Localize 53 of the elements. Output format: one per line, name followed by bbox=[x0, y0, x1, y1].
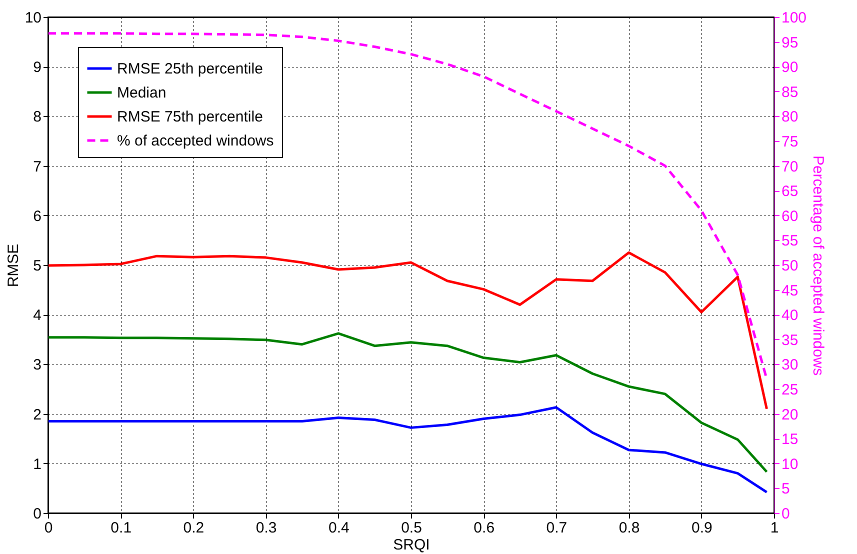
legend-label: RMSE 25th percentile bbox=[117, 60, 263, 78]
x-tick-label: 0.4 bbox=[328, 520, 350, 536]
y2-tick-label: 95 bbox=[782, 34, 798, 52]
y2-tick-label: 50 bbox=[782, 258, 798, 274]
y2-tick-label: 15 bbox=[782, 431, 798, 448]
y2-tick-label: 100 bbox=[782, 10, 807, 26]
x-axis-title: SRQI bbox=[393, 536, 430, 554]
x-tick-label: 0.7 bbox=[546, 520, 568, 536]
y-tick-label: 5 bbox=[33, 258, 42, 274]
y2-tick-label: 20 bbox=[782, 406, 798, 424]
line-series bbox=[46, 406, 768, 494]
y-tick-label: 10 bbox=[24, 10, 42, 26]
legend-label: Median bbox=[117, 84, 166, 102]
y2-tick-label: 65 bbox=[782, 183, 798, 200]
y2-tick-label: 5 bbox=[782, 480, 790, 498]
x-tick-label: 0.6 bbox=[474, 520, 495, 536]
y2-tick-label: 70 bbox=[782, 158, 798, 176]
legend-label: % of accepted windows bbox=[117, 132, 274, 150]
legend-label: RMSE 75th percentile bbox=[117, 108, 263, 126]
y2-tick-label: 0 bbox=[782, 506, 790, 522]
y2-tick-label: 75 bbox=[782, 134, 798, 150]
x-tick-label: 0.5 bbox=[401, 520, 422, 536]
y2-tick-label: 10 bbox=[782, 456, 798, 473]
y2-tick-label: 55 bbox=[782, 232, 798, 250]
x-tick-label: 1 bbox=[770, 520, 779, 536]
y2-tick-label: 25 bbox=[782, 382, 798, 398]
x-tick-label: 0 bbox=[44, 520, 53, 536]
line-series bbox=[46, 251, 768, 410]
y-tick-label: 1 bbox=[33, 456, 42, 473]
y2-tick-label: 35 bbox=[782, 332, 798, 349]
x-tick-label: 0.2 bbox=[183, 520, 204, 536]
y-tick-label: 4 bbox=[33, 307, 42, 324]
y2-tick-label: 85 bbox=[782, 84, 798, 101]
y2-tick-label: 60 bbox=[782, 208, 798, 225]
y2-tick-label: 80 bbox=[782, 108, 798, 126]
y-tick-label: 0 bbox=[33, 506, 42, 522]
y-tick-label: 3 bbox=[33, 356, 42, 374]
x-tick-label: 0.1 bbox=[110, 520, 132, 536]
y2-tick-label: 30 bbox=[782, 356, 798, 374]
y-tick-label: 2 bbox=[33, 406, 42, 424]
y2-axis-title: Percentage of accepted windows bbox=[810, 155, 827, 376]
x-tick-label: 0.8 bbox=[618, 520, 640, 536]
y2-tick-label: 90 bbox=[782, 59, 798, 76]
y-tick-label: 6 bbox=[33, 208, 42, 225]
y2-tick-label: 40 bbox=[782, 307, 798, 324]
line-series bbox=[46, 332, 768, 474]
x-tick-label: 0.9 bbox=[691, 520, 712, 536]
y-tick-label: 8 bbox=[33, 108, 42, 126]
x-tick-label: 0.3 bbox=[256, 520, 277, 536]
y-axis-title: RMSE bbox=[4, 244, 22, 288]
y-tick-label: 9 bbox=[33, 59, 42, 76]
y-tick-label: 7 bbox=[33, 158, 42, 176]
y2-tick-label: 45 bbox=[782, 282, 798, 300]
